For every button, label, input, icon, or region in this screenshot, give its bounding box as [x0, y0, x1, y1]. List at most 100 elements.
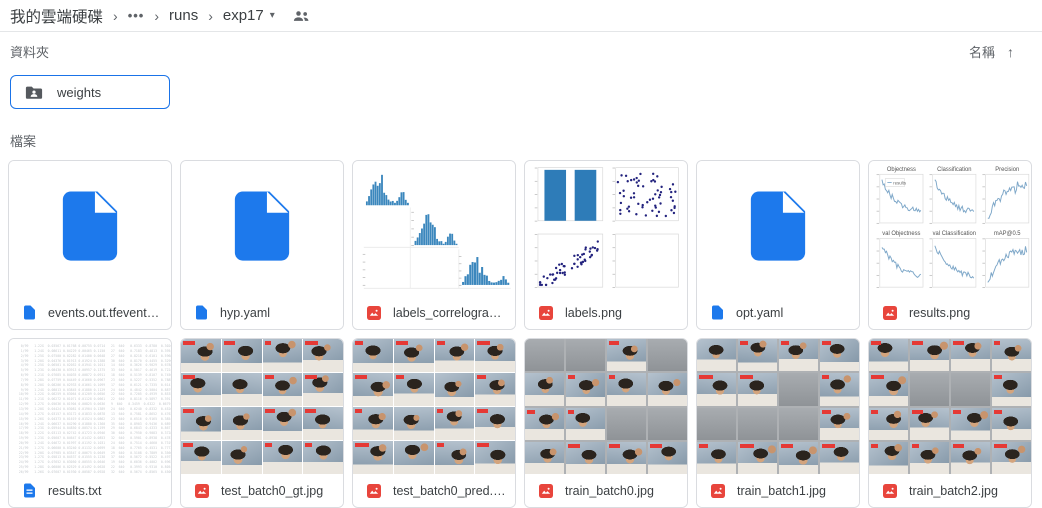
photo-cell: [910, 441, 949, 474]
file-card-labels.png[interactable]: labels.png: [524, 160, 688, 330]
photo-cell: [738, 407, 777, 440]
photo-cell: [525, 441, 564, 474]
photo-cell: [181, 373, 221, 406]
svg-text:results: results: [893, 181, 906, 186]
photo-cell: [475, 373, 515, 406]
generic-file-icon: [24, 305, 35, 320]
photo-cell: [566, 373, 605, 406]
photo-cell: [262, 339, 303, 372]
photo-grid-preview: [353, 339, 515, 474]
photo-cell: [607, 407, 646, 440]
photo-cell: [697, 339, 736, 372]
file-card-test_batch0_gt.jpg[interactable]: test_batch0_gt.jpg: [180, 338, 344, 508]
file-card-events.out.tfevents.16...[interactable]: events.out.tfevents.16...: [8, 160, 172, 330]
photo-cell: [303, 407, 343, 440]
image-file-icon: [883, 483, 897, 498]
chevron-down-icon[interactable]: ▾: [269, 10, 275, 21]
generic-file-icon: [196, 305, 207, 320]
svg-text:mAP@0.5: mAP@0.5: [994, 231, 1021, 237]
svg-text:Objectness: Objectness: [887, 167, 916, 173]
photo-cell: [869, 373, 908, 406]
file-thumbnail: [525, 339, 687, 474]
file-thumbnail: [697, 339, 859, 474]
photo-grid-preview: [697, 339, 859, 474]
photo-cell: [434, 441, 475, 474]
photo-cell: [951, 339, 990, 372]
photo-cell: [221, 407, 262, 440]
photo-cell: [779, 441, 818, 474]
generic-file-icon: [750, 188, 808, 261]
breadcrumb-runs[interactable]: runs: [169, 7, 199, 24]
file-name: labels.png: [565, 305, 622, 320]
image-file-icon: [195, 483, 209, 498]
file-name: test_batch0_gt.jpg: [221, 483, 324, 498]
photo-cell: [648, 407, 687, 440]
file-name: opt.yaml: [736, 305, 784, 320]
svg-text:Precision: Precision: [995, 167, 1019, 173]
breadcrumb-my-drive[interactable]: 我的雲端硬碟: [10, 8, 104, 26]
photo-cell: [910, 339, 949, 372]
file-thumbnail: 0/99 1.22G 0.03567 0.01768 0.00755 0.071…: [9, 339, 171, 474]
file-name: train_batch1.jpg: [737, 483, 826, 498]
photo-cell: [262, 441, 303, 474]
file-card-test_batch0_pred.jpg[interactable]: test_batch0_pred.jpg: [352, 338, 516, 508]
folders-section-label: 資料夾: [10, 45, 50, 60]
photo-cell: [475, 441, 515, 474]
photo-cell: [910, 373, 949, 406]
breadcrumb-bar: 我的雲端硬碟 › ••• › runs › exp17 ▾: [0, 0, 1042, 32]
photo-cell: [353, 441, 393, 474]
file-thumbnail: [181, 339, 343, 474]
file-card-hyp.yaml[interactable]: hyp.yaml: [180, 160, 344, 330]
file-name: train_batch0.jpg: [565, 483, 654, 498]
file-card-train_batch2.jpg[interactable]: train_batch2.jpg: [868, 338, 1032, 508]
file-card-opt.yaml[interactable]: opt.yaml: [696, 160, 860, 330]
breadcrumb: 我的雲端硬碟 › ••• › runs › exp17 ▾: [10, 5, 311, 27]
svg-text:Classification: Classification: [937, 167, 971, 173]
photo-cell: [566, 339, 605, 372]
photo-cell: [303, 373, 343, 406]
chevron-right-icon: ›: [154, 7, 160, 24]
text-file-icon: [24, 483, 35, 498]
photo-cell: [738, 339, 777, 372]
photo-cell: [262, 373, 303, 406]
photo-cell: [525, 339, 564, 372]
breadcrumb-collapsed[interactable]: •••: [127, 8, 145, 23]
photo-cell: [869, 441, 908, 474]
file-name-row: train_batch1.jpg: [697, 474, 859, 507]
file-thumbnail: [869, 339, 1031, 474]
file-card-train_batch1.jpg[interactable]: train_batch1.jpg: [696, 338, 860, 508]
image-file-icon: [883, 305, 897, 320]
photo-cell: [607, 373, 646, 406]
photo-cell: [221, 339, 262, 372]
svg-text:val Objectness: val Objectness: [882, 231, 920, 237]
files-grid: events.out.tfevents.16... hyp.yaml label…: [8, 160, 1042, 508]
file-card-labels_correlogram.png[interactable]: labels_correlogram.png: [352, 160, 516, 330]
file-card-results.txt[interactable]: 0/99 1.22G 0.03567 0.01768 0.00755 0.071…: [8, 338, 172, 508]
folder-chip-weights[interactable]: weights: [10, 75, 170, 109]
photo-cell: [951, 373, 990, 406]
photo-cell: [393, 441, 434, 474]
generic-file-icon: [234, 188, 292, 261]
file-card-results.png[interactable]: Objectness results Classification Precisio…: [868, 160, 1032, 330]
photo-cell: [393, 373, 434, 406]
photo-cell: [869, 339, 908, 372]
file-name-row: labels.png: [525, 296, 687, 329]
photo-cell: [303, 441, 343, 474]
sort-name-button[interactable]: 名稱 ↑: [969, 42, 1014, 61]
image-file-icon: [367, 305, 381, 320]
file-thumbnail: [697, 161, 859, 296]
image-file-icon: [539, 483, 553, 498]
generic-file-icon: [712, 305, 723, 320]
file-thumbnail: [9, 161, 171, 296]
file-card-train_batch0.jpg[interactable]: train_batch0.jpg: [524, 338, 688, 508]
file-thumbnail: Objectness results Classification Precisio…: [869, 161, 1031, 296]
file-name-row: events.out.tfevents.16...: [9, 296, 171, 329]
photo-cell: [992, 339, 1031, 372]
photo-cell: [820, 339, 859, 372]
files-section-label: 檔案: [10, 134, 37, 149]
sort-label: 名稱: [968, 45, 995, 60]
image-file-icon: [367, 483, 381, 498]
breadcrumb-exp17[interactable]: exp17: [222, 7, 264, 24]
photo-cell: [910, 407, 949, 440]
photo-cell: [648, 339, 687, 372]
